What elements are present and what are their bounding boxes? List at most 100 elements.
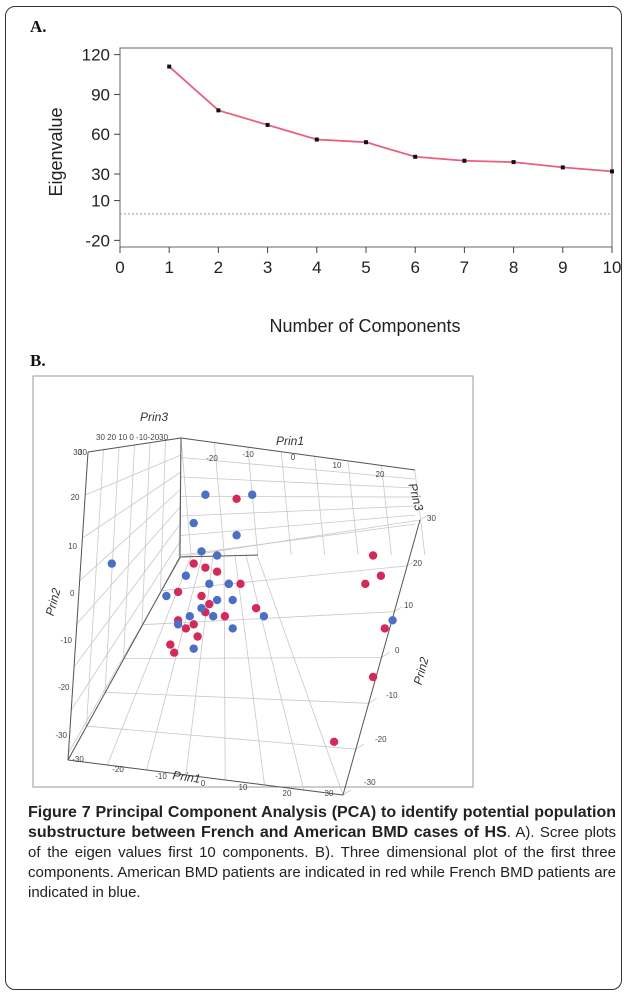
prin2-left-tick: 30 [73, 448, 82, 457]
eigenvalue-point [265, 122, 270, 127]
scatter-point [228, 595, 237, 605]
scatter-point [368, 551, 378, 560]
grid-line [86, 725, 356, 750]
scatter-point [181, 624, 191, 633]
eigenvalue-point [610, 169, 614, 174]
scatter-point [376, 571, 386, 580]
grid-line [314, 456, 325, 556]
scatter-point [212, 595, 222, 605]
scree-plot: 120 90 60 30 10 -20 0 1 2 3 4 5 6 7 8 9 10 Eigenvalue N… [46, 46, 621, 336]
figure-caption: Figure 7 Principal Component Analysis (P… [28, 803, 616, 903]
prin2-left-tick: -20 [58, 683, 70, 692]
x-tick-label: 4 [312, 258, 321, 277]
right-tick: 10 [404, 601, 413, 610]
grid-line [223, 555, 226, 781]
y-tick-label: 30 [91, 165, 110, 184]
scatter-point [232, 494, 241, 503]
y-axis-ticks: 120 90 60 30 10 -20 [82, 46, 120, 250]
grid-line [123, 657, 382, 659]
scatter-point [181, 571, 191, 580]
eigenvalue-point [364, 140, 368, 145]
bottom-tick: 20 [283, 789, 292, 798]
right-tick: 30 [427, 514, 436, 523]
grid-line [142, 611, 395, 626]
caption-title: Figure 7 Principal Component Analysis (P… [28, 804, 616, 841]
grid-line [123, 445, 135, 659]
prin2-left-tick: 10 [68, 542, 77, 551]
grid-line [419, 514, 429, 521]
prin2-left-tick: 0 [70, 589, 75, 598]
scatter-point [251, 603, 261, 613]
scatter-point [236, 579, 245, 589]
eigenvalue-point [560, 165, 565, 170]
scatter-point [201, 563, 210, 572]
y-tick-label: 120 [82, 46, 110, 65]
cube-left-edge [67, 451, 89, 761]
right-ticks: 30 20 10 0 -10 -20 -30 [364, 514, 436, 787]
x-tick-label: 5 [361, 258, 370, 277]
right-tick: -10 [386, 691, 398, 700]
prin1-bottom-title: Prin1 [172, 768, 202, 786]
grid-line [185, 556, 214, 776]
prin2-left-tick: -10 [60, 636, 72, 645]
tick-labels: 30 20 10 0 -10-2030 30 -20 -10 0 10 20 30 20 1… [55, 433, 436, 798]
y-tick-label: 90 [91, 85, 110, 104]
cube-right-edge [342, 519, 421, 796]
eigenvalue-points [167, 64, 614, 174]
bottom-tick: -20 [112, 765, 124, 774]
grid-line [247, 447, 259, 556]
eigenvalue-series-line [168, 65, 613, 173]
prin3-top-ticks: 30 20 10 0 -10-2030 [96, 433, 169, 442]
eigenvalue-point [413, 154, 418, 159]
scatter-point [212, 551, 222, 560]
prin2-left-ticks: 30 20 10 0 -10 -20 -30 [55, 448, 82, 740]
cube-top-edge [87, 437, 416, 471]
scatter-point [205, 599, 214, 609]
grid-line [368, 697, 377, 704]
right-tick: -30 [364, 778, 376, 787]
grid-line [355, 743, 365, 750]
scatter-point [189, 559, 198, 568]
grid-line [280, 451, 292, 556]
prin1-top-tick: -10 [242, 450, 254, 459]
eigenvalue-point [167, 64, 172, 69]
scatter-point [193, 632, 202, 641]
scatter-point [189, 644, 198, 653]
bottom-tick: 10 [239, 783, 248, 792]
grid-line [234, 555, 265, 786]
grid-line [256, 554, 344, 796]
bottom-tick: -10 [155, 772, 167, 781]
grid-line [342, 789, 352, 796]
x-tick-label: 3 [263, 258, 272, 277]
scatter-point [173, 620, 183, 629]
floor-left-edge [67, 556, 181, 761]
eigenvalue-point [511, 160, 516, 165]
bottom-ticks: -30 -20 -10 0 10 20 30 [72, 755, 334, 798]
eigenvalue-point [216, 108, 221, 113]
caption-body: . A). Scree plots of the eigen values fi… [28, 824, 616, 901]
scatter-point [224, 579, 233, 589]
scatter-point [197, 547, 206, 556]
bottom-tick: -30 [72, 755, 84, 764]
scatter-point [162, 591, 171, 601]
pca-3d-plot: Prin3 Prin1 Prin3 Prin2 Prin2 Prin1 30 2… [32, 375, 474, 798]
scatter-point [197, 603, 206, 613]
prin1-top-tick: 20 [376, 470, 385, 479]
grid-line [406, 560, 416, 567]
scatter-point [248, 490, 257, 499]
x-tick-label: 6 [410, 258, 419, 277]
grid-line [180, 514, 416, 536]
prin1-top-ticks: -20 -10 0 10 20 [206, 450, 385, 479]
y-tick-label: -20 [85, 231, 110, 250]
prin1-top-title: Prin1 [276, 434, 304, 448]
x-axis-label: Number of Components [269, 316, 460, 336]
eigenvalue-point [314, 137, 319, 142]
grid-line [180, 505, 416, 517]
grid-line [381, 652, 390, 658]
scatter-point [212, 567, 222, 576]
prin1-top-tick: -20 [206, 454, 218, 463]
grid-line [214, 442, 225, 556]
y-axis-label: Eigenvalue [46, 107, 66, 196]
right-tick: 20 [413, 559, 422, 568]
grid-line [161, 565, 408, 592]
